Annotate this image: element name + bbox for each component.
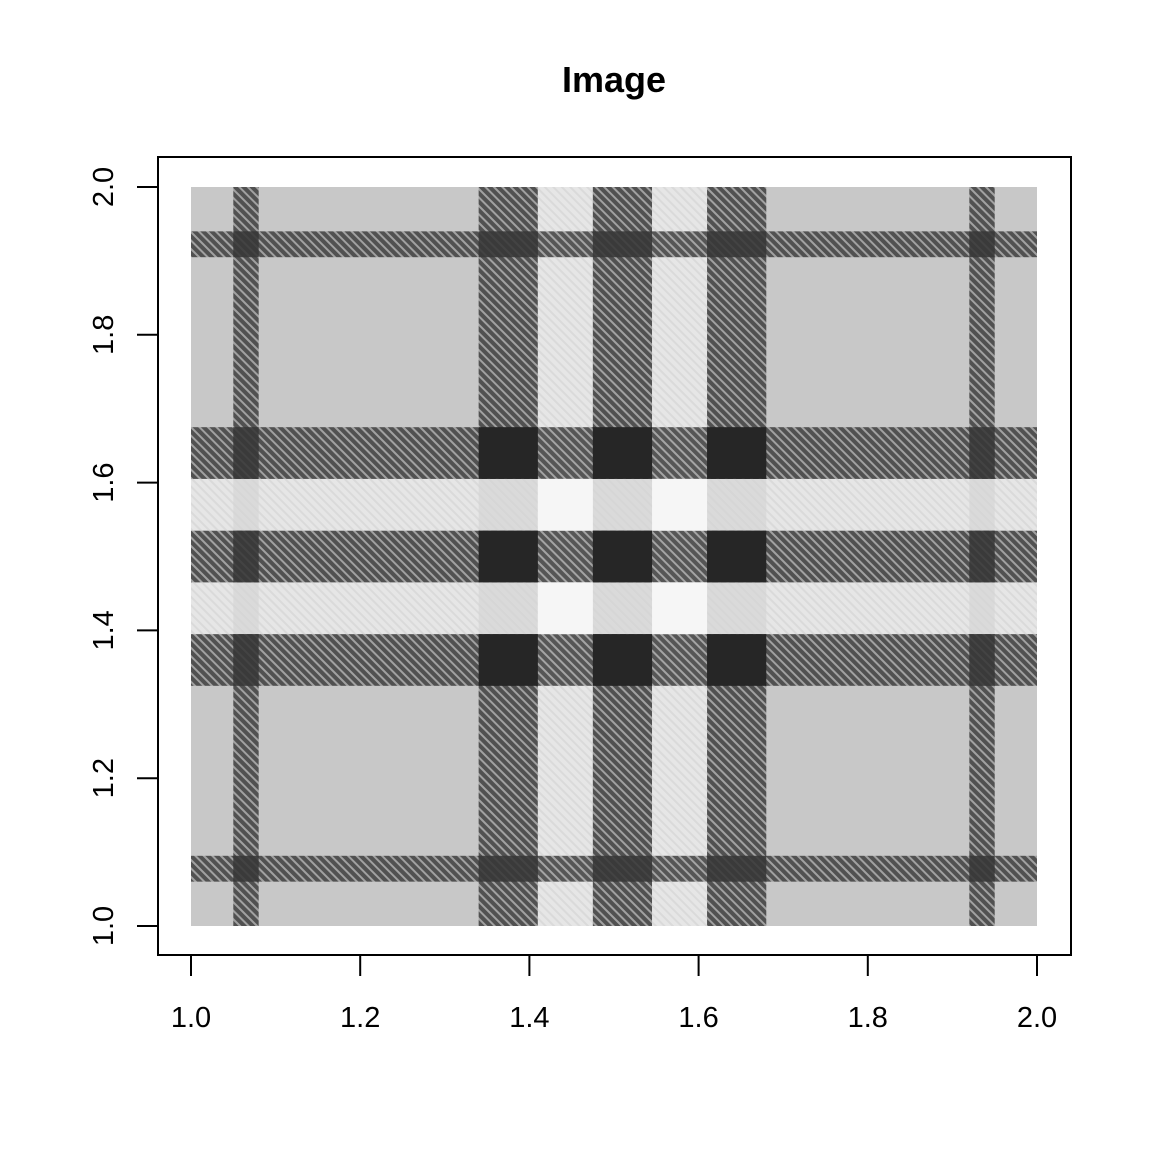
band-crossing-6-2 <box>707 634 767 686</box>
band-crossing-4-1 <box>592 855 653 882</box>
band-crossing-7-1 <box>969 855 995 882</box>
x-tick-label: 1.8 <box>848 1002 888 1034</box>
band-crossing-3-5 <box>537 478 593 531</box>
band-crossing-7-7 <box>969 231 995 258</box>
y-tick-label: 1.0 <box>88 906 120 946</box>
x-tick-label: 1.4 <box>509 1002 549 1034</box>
chart-title: Image <box>562 59 666 100</box>
band-crossing-1-4 <box>233 530 259 583</box>
x-tick-label: 1.0 <box>171 1002 211 1034</box>
band-crossing-6-4 <box>707 530 767 583</box>
band-crossing-1-1 <box>233 855 259 882</box>
band-crossing-2-2 <box>478 634 538 686</box>
band-crossing-4-4 <box>592 530 653 583</box>
band-crossing-7-6 <box>969 427 995 479</box>
band-crossing-1-7 <box>233 231 259 258</box>
x-axis: 1.0 1.2 1.4 1.6 1.8 2.0 <box>171 954 1057 1034</box>
band-crossing-3-3 <box>537 582 593 635</box>
band-crossing-2-1 <box>478 855 538 882</box>
horizontal-band-3 <box>191 582 1037 635</box>
band-crossing-7-2 <box>969 634 995 686</box>
band-crossing-2-4 <box>478 530 538 583</box>
y-tick-label: 1.6 <box>88 462 120 502</box>
band-crossing-2-7 <box>478 231 538 258</box>
band-crossing-6-1 <box>707 855 767 882</box>
y-tick-label: 1.8 <box>88 315 120 355</box>
band-crossing-4-7 <box>592 231 653 258</box>
x-tick-label: 2.0 <box>1017 1002 1057 1034</box>
y-tick-label: 1.4 <box>88 610 120 650</box>
x-tick-label: 1.6 <box>678 1002 718 1034</box>
band-crossing-5-3 <box>652 582 708 635</box>
y-tick-label: 2.0 <box>88 167 120 207</box>
band-crossing-6-6 <box>707 427 767 479</box>
band-crossing-1-6 <box>233 427 259 479</box>
y-tick-label: 1.2 <box>88 758 120 798</box>
x-tick-label: 1.2 <box>340 1002 380 1034</box>
y-axis: 1.0 1.2 1.4 1.6 1.8 2.0 <box>88 167 159 946</box>
image-raster <box>191 187 1037 926</box>
band-crossing-2-6 <box>478 427 538 479</box>
horizontal-band-5 <box>191 478 1037 531</box>
band-crossing-7-4 <box>969 530 995 583</box>
band-crossing-1-2 <box>233 634 259 686</box>
band-crossing-5-5 <box>652 478 708 531</box>
band-crossing-4-2 <box>592 634 653 686</box>
band-crossing-6-7 <box>707 231 767 258</box>
band-crossing-4-6 <box>592 427 653 479</box>
